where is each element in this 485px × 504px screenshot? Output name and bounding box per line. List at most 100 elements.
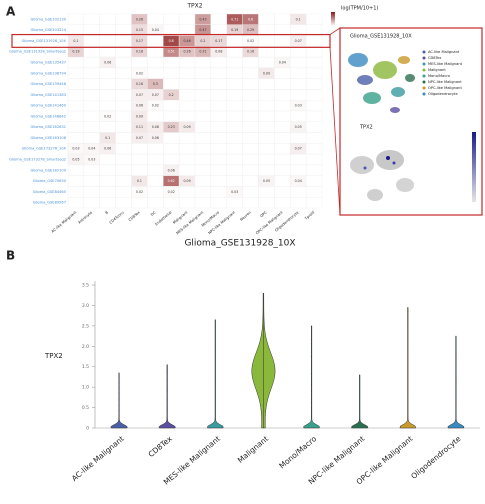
cell-bg [115, 35, 132, 47]
cell-bg [194, 132, 212, 144]
cell-bg [83, 132, 100, 144]
cell-bg [274, 175, 291, 187]
x-tick-label: AC-like Malignant [70, 434, 126, 483]
cell-bg [242, 56, 259, 69]
cell-bg [210, 175, 227, 187]
cell-bg [290, 46, 307, 58]
column-label: OPC [259, 210, 268, 218]
cell-bg [210, 56, 227, 69]
column-label: B [105, 210, 110, 215]
cell-bg [305, 78, 323, 90]
row-label: Glioma_GSE141460 [30, 104, 66, 108]
cell-bg [194, 197, 212, 209]
cell-bg [194, 67, 212, 79]
umap-title: Glioma_GSE131928_10X [350, 34, 412, 40]
cell-bg [274, 197, 291, 209]
cell-bg [305, 89, 323, 101]
cell-bg [83, 186, 100, 198]
cell-bg [99, 197, 116, 209]
y-tick-label: 0.5 [82, 405, 89, 411]
highlight-row [11, 33, 331, 48]
cell-bg [274, 164, 291, 176]
column-label: OPC-like Malignant [255, 210, 284, 235]
cell-label: 0.46 [184, 39, 191, 43]
cell-bg [242, 110, 259, 122]
cell-bg [210, 186, 227, 198]
cell-bg [274, 13, 291, 25]
violin [207, 319, 224, 429]
cell-label: 0.05 [295, 125, 302, 129]
cell-bg [67, 164, 85, 176]
cell-bg [226, 56, 243, 69]
legend-label: MES-like Malignant [428, 62, 463, 66]
legend-label: Oligodendrocyte [428, 92, 458, 96]
cell-bg [242, 143, 259, 155]
row-label: Glioma_GSE163108 [30, 136, 66, 140]
cell-bg [258, 153, 275, 166]
cell-bg [258, 24, 275, 36]
heatmap-legend-title: log(TPM/10+1) [341, 6, 378, 12]
cell-label: 0.04 [88, 147, 95, 151]
cell-bg [99, 121, 116, 133]
cell-bg [258, 100, 275, 112]
cell-bg [67, 67, 85, 79]
cell-bg [305, 197, 323, 209]
cell-bg [83, 89, 100, 101]
cell-bg [99, 89, 116, 101]
cell-label: 0.09 [184, 125, 191, 129]
cell-bg [305, 143, 323, 155]
cell-bg [178, 132, 196, 144]
cell-bg [274, 143, 291, 155]
violin-title: Glioma_GSE131928_10X [184, 239, 295, 249]
cell-bg [115, 78, 132, 90]
cell-bg [242, 197, 259, 209]
x-tick-label: Malignant [236, 434, 270, 465]
cell-bg [305, 110, 323, 122]
legend-swatch [422, 56, 426, 60]
cell-bg [226, 35, 243, 47]
cell-bg [147, 175, 164, 187]
y-tick-label: 2.0 [82, 344, 89, 350]
y-tick-label: 0 [86, 426, 89, 432]
cell-bg [178, 153, 196, 166]
cell-bg [274, 121, 291, 133]
cell-bg [67, 186, 85, 198]
cell-bg [99, 67, 116, 79]
cell-bg [83, 56, 100, 69]
cell-bg [131, 197, 148, 209]
row-label: Glioma_GSE173278_Smartseq2 [9, 158, 66, 162]
cell-bg [67, 78, 85, 90]
cell-bg [194, 110, 212, 122]
cell-bg [99, 78, 116, 90]
cell-bg [178, 100, 196, 112]
cell-bg [115, 13, 132, 25]
cell-bg [274, 89, 291, 101]
cell-bg [147, 186, 164, 198]
cell-bg [115, 143, 132, 155]
x-tick-label: Oligodendrocyte [409, 434, 463, 481]
cell-bg [115, 89, 132, 101]
cell-bg [305, 121, 323, 133]
cell-bg [83, 121, 100, 133]
cell-bg [226, 100, 243, 112]
cell-label: 0.26 [184, 50, 191, 54]
cell-bg [178, 78, 196, 90]
panel-label: B [6, 249, 15, 263]
cell-bg [83, 164, 100, 176]
cell-label: 0.03 [72, 147, 79, 151]
x-tick-label: CD8Tex [147, 434, 175, 459]
cell-bg [83, 67, 100, 79]
connector [329, 27, 341, 35]
cell-bg [115, 24, 132, 36]
cell-bg [258, 13, 275, 25]
cell-label: 0.03 [295, 104, 302, 108]
cell-bg [67, 100, 85, 112]
cell-bg [147, 197, 164, 209]
cell-bg [99, 186, 116, 198]
cell-bg [290, 56, 307, 69]
cell-bg [290, 78, 307, 90]
cell-bg [67, 56, 85, 69]
cell-label: 0.29 [247, 28, 254, 32]
cell-bg [274, 153, 291, 166]
column-label: Astrocyte [77, 210, 93, 225]
